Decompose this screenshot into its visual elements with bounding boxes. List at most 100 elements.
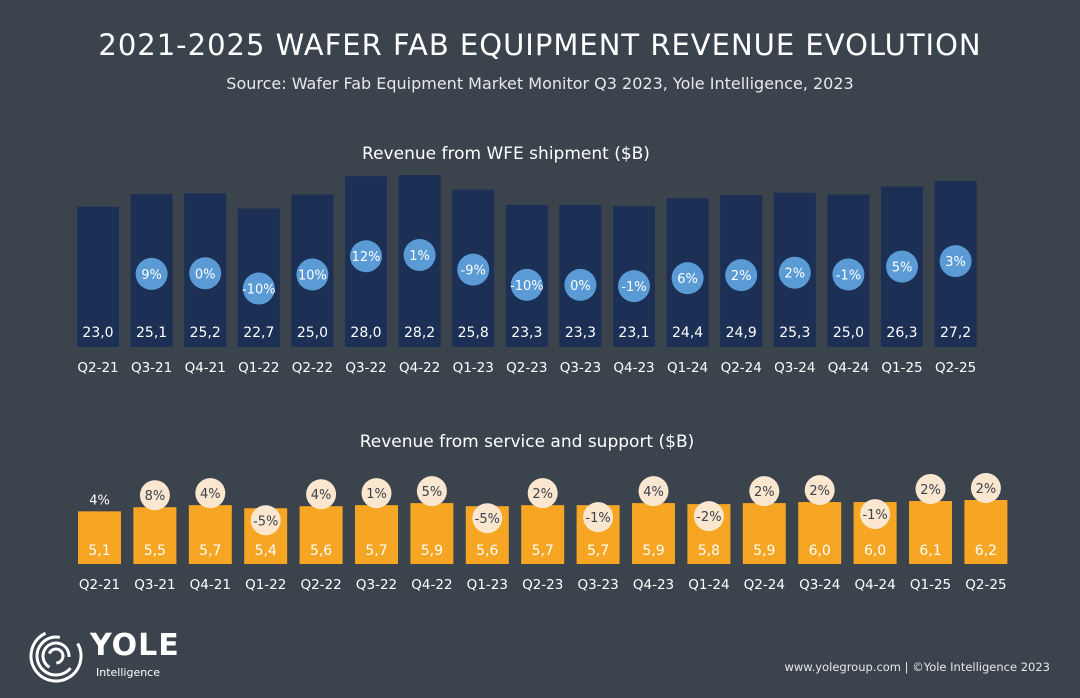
- service-growth-label-3: -5%: [253, 514, 278, 529]
- shipment-growth-label-7: -9%: [461, 264, 486, 279]
- service-chart: Revenue from service and support ($B) 5,…: [78, 432, 1008, 593]
- service-value-label-8: 5,7: [532, 543, 554, 559]
- yole-logo-name: YOLE: [90, 628, 180, 663]
- shipment-value-label-14: 25,0: [833, 325, 864, 341]
- yole-logo-icon: [29, 629, 83, 683]
- shipment-growth-label-16: 3%: [945, 255, 966, 270]
- service-growth-label-7: -5%: [475, 512, 500, 527]
- shipment-growth-bubble-14: [832, 258, 865, 291]
- service-value-label-9: 5,7: [587, 543, 609, 559]
- service-growth-bubble-6: [416, 476, 447, 507]
- shipment-tick-label-2: Q4-21: [185, 360, 226, 376]
- shipment-value-label-10: 23,1: [618, 325, 649, 341]
- shipment-value-label-2: 25,2: [190, 325, 221, 341]
- shipment-value-label-0: 23,0: [82, 325, 113, 341]
- service-growth-label-1: 8%: [145, 489, 166, 504]
- service-bar-13: [798, 502, 842, 564]
- service-growth-label-8: 2%: [532, 487, 553, 502]
- shipment-tick-label-6: Q4-22: [399, 360, 440, 376]
- shipment-tick-label-7: Q1-23: [453, 360, 494, 376]
- shipment-growth-label-5: 12%: [352, 250, 381, 265]
- service-growth-bubble-5: [361, 478, 392, 509]
- shipment-tick-label-15: Q1-25: [881, 360, 922, 376]
- service-growth-bubble-16: [970, 473, 1001, 503]
- service-growth-label-12: 2%: [754, 485, 775, 500]
- service-tick-label-2: Q4-21: [190, 577, 231, 593]
- service-growth-label-10: 4%: [643, 485, 664, 500]
- service-value-label-12: 5,9: [753, 543, 775, 559]
- service-growth-bubble-3: [250, 505, 281, 536]
- service-tick-label-12: Q2-24: [744, 577, 785, 593]
- service-tick-label-13: Q3-24: [799, 577, 840, 593]
- service-bar-16: [964, 500, 1008, 564]
- service-growth-bubble-2: [195, 478, 226, 509]
- service-value-label-4: 5,6: [310, 543, 332, 559]
- shipment-growth-label-4: 10%: [298, 269, 327, 284]
- service-growth-bubble-1: [139, 480, 170, 511]
- shipment-value-label-3: 22,7: [243, 325, 274, 341]
- shipment-growth-bubble-11: [671, 262, 704, 295]
- service-bar-5: [355, 505, 398, 564]
- shipment-growth-label-8: -10%: [510, 279, 544, 294]
- shipment-value-label-8: 23,3: [511, 325, 542, 341]
- service-tick-label-11: Q1-24: [688, 577, 729, 593]
- service-growth-bubble-15: [915, 474, 946, 505]
- shipment-growth-label-14: -1%: [836, 269, 861, 284]
- service-growth-label-4: 4%: [311, 488, 332, 503]
- service-growth-bubble-7: [472, 503, 503, 534]
- shipment-growth-bubble-3: [242, 272, 275, 305]
- shipment-growth-label-9: 0%: [570, 279, 591, 294]
- shipment-growth-bubble-9: [564, 268, 597, 301]
- service-tick-label-4: Q2-22: [300, 577, 341, 593]
- shipment-tick-label-9: Q3-23: [560, 360, 601, 376]
- shipment-growth-label-6: 1%: [409, 249, 430, 264]
- shipment-value-label-7: 25,8: [458, 325, 489, 341]
- service-value-label-14: 6,0: [864, 543, 886, 559]
- service-tick-label-3: Q1-22: [245, 577, 286, 593]
- shipment-tick-label-4: Q2-22: [292, 360, 333, 376]
- shipment-value-label-5: 28,0: [350, 325, 381, 341]
- shipment-growth-bubble-4: [296, 258, 329, 291]
- shipment-growth-bubble-13: [778, 256, 811, 289]
- service-tick-label-16: Q2-25: [965, 577, 1006, 593]
- service-growth-label-9: -1%: [585, 511, 610, 526]
- service-value-label-5: 5,7: [365, 543, 387, 559]
- shipment-growth-bubble-15: [886, 250, 918, 283]
- shipment-growth-bubble-10: [618, 270, 650, 303]
- service-tick-label-10: Q4-23: [633, 577, 674, 593]
- service-bar-4: [299, 506, 343, 564]
- service-growth-bubble-9: [583, 502, 614, 533]
- shipment-tick-label-8: Q2-23: [506, 360, 547, 376]
- shipment-tick-label-5: Q3-22: [345, 360, 386, 376]
- service-value-label-15: 6,1: [919, 543, 941, 559]
- service-value-label-1: 5,5: [144, 543, 166, 559]
- shipment-tick-label-13: Q3-24: [774, 360, 815, 376]
- service-growth-label-2: 4%: [200, 487, 221, 502]
- shipment-chart: Revenue from WFE shipment ($B) 23,0 Q2-21…: [77, 144, 977, 376]
- service-growth-bubble-11: [693, 501, 724, 532]
- shipment-tick-label-0: Q2-21: [77, 360, 118, 376]
- service-growth-bubble-8: [527, 478, 558, 509]
- service-growth-label-13: 2%: [809, 484, 830, 499]
- service-chart-title: Revenue from service and support ($B): [360, 432, 695, 452]
- shipment-growth-bubble-2: [189, 257, 222, 290]
- service-growth-bubble-13: [804, 475, 835, 506]
- service-tick-label-1: Q3-21: [134, 577, 175, 593]
- yole-logo: YOLE Intelligence: [28, 626, 228, 686]
- service-growth-label-15: 2%: [920, 483, 941, 498]
- shipment-growth-bubble-12: [725, 259, 758, 292]
- shipment-value-label-16: 27,2: [940, 325, 971, 341]
- shipment-value-label-11: 24,4: [672, 325, 703, 341]
- shipment-tick-label-16: Q2-25: [935, 360, 976, 376]
- shipment-growth-bubble-6: [403, 239, 436, 271]
- service-tick-label-15: Q1-25: [910, 577, 951, 593]
- service-bar-0: [78, 511, 121, 564]
- service-value-label-10: 5,9: [642, 543, 664, 559]
- service-value-label-7: 5,6: [476, 543, 498, 559]
- service-value-label-2: 5,7: [199, 543, 221, 559]
- shipment-bar-0: [77, 206, 119, 347]
- shipment-growth-label-2: 0%: [195, 267, 216, 282]
- service-growth-bubble-10: [638, 476, 669, 507]
- service-bar-8: [521, 505, 565, 564]
